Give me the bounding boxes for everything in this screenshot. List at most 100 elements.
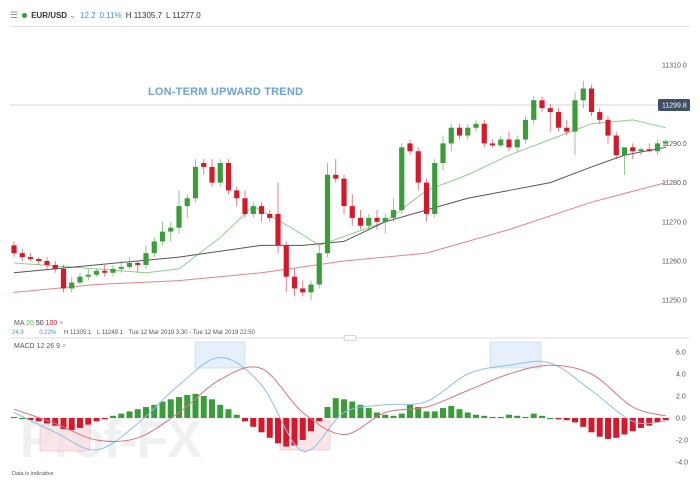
price-tick-label: 11280.0 <box>662 180 687 187</box>
macd-histogram-bar <box>151 404 158 418</box>
range-change: 24.9 <box>12 330 24 336</box>
macd-histogram-bar <box>332 398 339 418</box>
ma50-legend: 50 <box>35 320 44 327</box>
macd-histogram-bar <box>275 418 281 444</box>
candle <box>118 266 124 269</box>
price-tick-label: 11270.0 <box>662 219 687 226</box>
macd-histogram-bar <box>19 418 26 420</box>
candle <box>423 182 430 214</box>
hamburger-icon[interactable]: ☰ <box>10 10 19 20</box>
macd-histogram-bar <box>588 418 595 433</box>
candle <box>333 174 339 179</box>
candle <box>465 127 471 136</box>
candle <box>432 163 438 214</box>
candle <box>201 163 207 167</box>
symbol-selector[interactable]: EUR/USD ⌄ <box>31 11 76 20</box>
candle <box>646 149 652 152</box>
remove-macd-button[interactable]: × <box>61 343 67 350</box>
macd-histogram-bar <box>621 418 628 435</box>
macd-legend: MACD 12 26 9 × <box>14 343 66 350</box>
candle <box>374 217 380 222</box>
candle <box>209 166 215 183</box>
candle <box>19 253 25 258</box>
macd-histogram-bar <box>143 407 149 418</box>
low-value: L 11277.0 <box>166 11 201 20</box>
candle <box>613 135 619 156</box>
candle <box>143 253 149 265</box>
candle <box>192 166 199 199</box>
candle <box>531 100 537 120</box>
candle <box>448 127 454 144</box>
macd-histogram-bar <box>473 414 479 418</box>
pane-resize-handle[interactable] <box>343 335 357 341</box>
macd-histogram-bar <box>572 418 578 423</box>
macd-histogram-bar <box>250 418 257 427</box>
range-dates: Tue 12 Mar 2019 3:30 - Tue 12 Mar 2019 2… <box>128 330 255 336</box>
candle <box>159 231 166 242</box>
macd-histogram-bar <box>514 415 521 418</box>
candle <box>168 227 174 232</box>
macd-histogram-bar <box>176 397 182 418</box>
candle <box>341 178 347 207</box>
macd-histogram-bar <box>233 414 240 418</box>
macd-histogram-bar <box>11 416 17 419</box>
remove-ma-button[interactable]: × <box>59 320 64 327</box>
macd-histogram-bar <box>456 409 463 418</box>
candle <box>217 163 223 183</box>
chart-header: ☰ EUR/USD ⌄ 12.2 0.11% H 11305.7 L 11277… <box>10 10 201 21</box>
candle <box>564 127 570 132</box>
macd-line <box>13 356 666 452</box>
macd-histogram-bar <box>489 416 496 419</box>
candle <box>52 264 58 269</box>
macd-histogram-bar <box>60 418 67 429</box>
candle <box>234 190 240 199</box>
macd-histogram-bar <box>35 418 42 422</box>
macd-histogram-bar <box>283 418 290 447</box>
macd-histogram-bar <box>506 414 512 418</box>
candle <box>176 206 182 228</box>
candle <box>135 262 141 265</box>
candle <box>539 100 545 109</box>
macd-histogram-bar <box>613 418 620 438</box>
high-value: H 11305.7 <box>125 11 163 20</box>
candle <box>184 198 190 207</box>
macd-histogram-bar <box>299 418 306 440</box>
macd-tick-label: 2.0 <box>676 394 686 401</box>
trend-annotation: LON-TERM UPWARD TREND <box>148 86 304 98</box>
ma100-line <box>13 182 666 293</box>
macd-tick-label: 0.0 <box>676 416 686 423</box>
candle <box>36 259 42 261</box>
macd-histogram-bar <box>423 411 430 418</box>
candle <box>663 141 669 144</box>
candle <box>382 217 388 222</box>
macd-histogram-bar <box>308 418 314 432</box>
candle <box>580 88 586 101</box>
macd-histogram-bar <box>497 416 504 419</box>
macd-histogram-bar <box>316 418 323 422</box>
macd-histogram-bar <box>481 415 488 418</box>
candle <box>407 143 413 152</box>
candle <box>300 288 306 293</box>
ma20-legend: 20 <box>26 320 34 327</box>
macd-tick-label: 6.0 <box>676 350 686 357</box>
candle <box>225 163 232 191</box>
macd-histogram-bar <box>522 416 529 419</box>
candle <box>390 210 397 218</box>
macd-histogram-bar <box>357 404 364 418</box>
macd-histogram-bar <box>563 418 570 421</box>
macd-histogram-bar <box>646 418 653 426</box>
macd-histogram-bar <box>448 405 455 418</box>
macd-histogram-bar <box>440 408 446 418</box>
candle <box>44 261 50 265</box>
macd-histogram-bar <box>382 414 389 418</box>
macd-histogram-bar <box>101 418 108 420</box>
candle <box>357 217 364 226</box>
macd-histogram-bar <box>52 418 59 426</box>
header-divider <box>10 26 690 27</box>
candle <box>415 151 421 183</box>
macd-histogram-bar <box>27 418 34 421</box>
candle <box>588 88 595 113</box>
macd-slow: 26 <box>46 343 55 350</box>
